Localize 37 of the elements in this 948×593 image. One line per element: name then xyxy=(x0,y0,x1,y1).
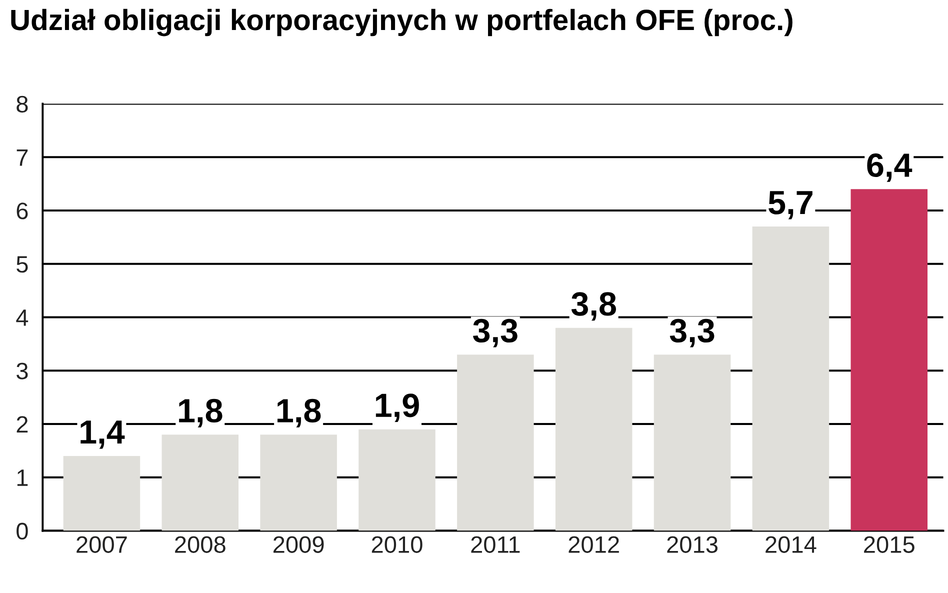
y-tick-label: 1 xyxy=(17,470,28,486)
x-tick-label: 2008 xyxy=(175,536,226,553)
x-tick-label: 2015 xyxy=(864,536,914,553)
bar xyxy=(850,189,928,531)
bar xyxy=(752,226,830,531)
y-tick-label: 4 xyxy=(16,310,28,326)
bar xyxy=(260,434,337,531)
y-tick-label: 2 xyxy=(16,416,28,433)
data-label: 5,7 xyxy=(768,191,812,220)
x-tick-label: 2014 xyxy=(766,536,816,553)
x-tick-label: 2010 xyxy=(372,536,422,553)
x-tick-label: 2007 xyxy=(76,536,127,553)
y-tick-label: 8 xyxy=(16,96,28,113)
bar xyxy=(63,456,140,531)
bar xyxy=(555,328,632,531)
bar xyxy=(457,354,534,531)
y-tick-label: 5 xyxy=(16,256,28,273)
data-label: 6,4 xyxy=(867,153,912,182)
y-tick-label: 3 xyxy=(16,362,28,380)
bar xyxy=(654,354,731,531)
y-tick-label: 7 xyxy=(16,149,28,166)
chart-title: Udział obligacji korporacyjnych w portfelach OFE (proc.) xyxy=(11,8,792,36)
x-tick-label: 2013 xyxy=(667,536,718,553)
data-label: 3,8 xyxy=(571,292,616,321)
data-label: 1,4 xyxy=(80,420,125,449)
data-label: 3,3 xyxy=(473,318,518,348)
data-label: 1,8 xyxy=(278,398,321,428)
x-tick-label: 2012 xyxy=(568,536,619,553)
data-label: 1,8 xyxy=(179,398,222,428)
data-label: 1,9 xyxy=(376,394,419,422)
bar xyxy=(358,429,436,531)
x-tick-label: 2009 xyxy=(273,536,324,553)
y-tick-label: 6 xyxy=(16,202,28,220)
y-tick-label: 0 xyxy=(16,522,28,540)
data-label: 3,3 xyxy=(670,318,714,348)
bar xyxy=(162,434,239,531)
x-tick-label: 2011 xyxy=(471,536,520,553)
